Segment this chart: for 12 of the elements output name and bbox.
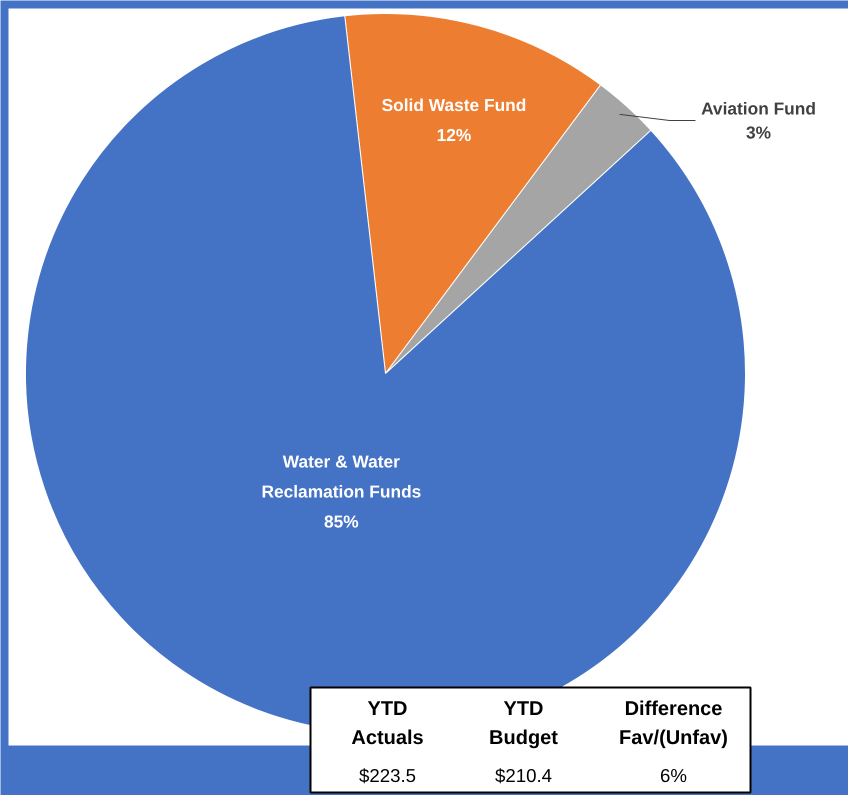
text: $210.4 bbox=[494, 765, 552, 786]
slice-label: Water & Water Reclamation Funds bbox=[261, 452, 422, 502]
data-label: 12% bbox=[436, 124, 472, 145]
data-label: 85% bbox=[324, 512, 359, 532]
slice-label: Solid Waste Fund bbox=[382, 94, 526, 115]
text: YTD Budget bbox=[489, 698, 558, 749]
text: $223.5 bbox=[358, 765, 416, 786]
data-label: 3% bbox=[746, 122, 772, 142]
slice-label: Aviation Fund bbox=[701, 98, 816, 118]
text: 6% bbox=[660, 765, 687, 786]
text: Difference Fav/(Unfav) bbox=[619, 698, 728, 749]
text: YTD Actuals bbox=[351, 698, 424, 749]
